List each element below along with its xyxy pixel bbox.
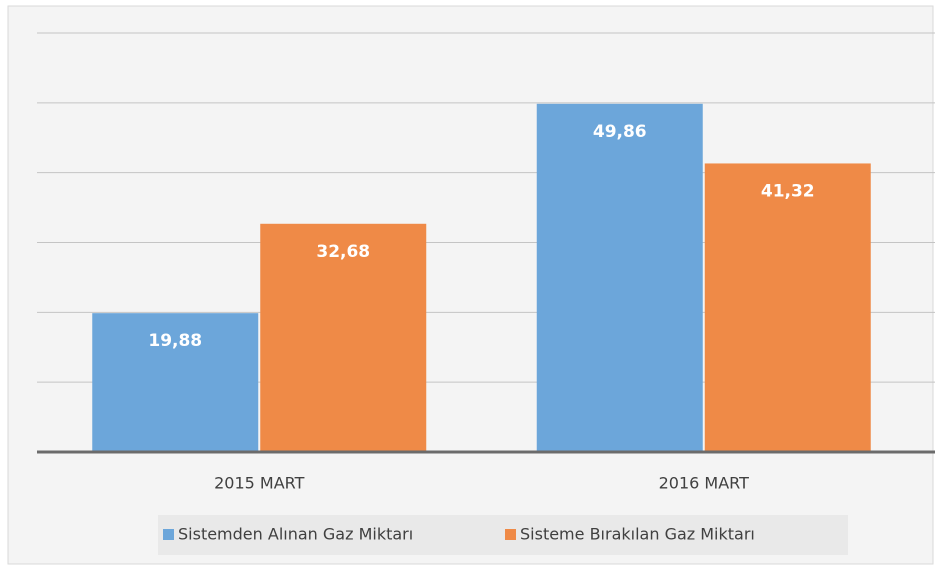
x-tick-label: 2015 MART xyxy=(214,474,305,493)
data-label: 32,68 xyxy=(316,242,370,262)
bar xyxy=(536,103,703,452)
bar xyxy=(704,163,871,452)
legend-swatch xyxy=(163,529,174,540)
legend-label: Sisteme Bırakılan Gaz Miktarı xyxy=(520,525,755,544)
bar xyxy=(260,223,427,452)
legend-swatch xyxy=(505,529,516,540)
data-label: 49,86 xyxy=(593,122,647,142)
legend-label: Sistemden Alınan Gaz Miktarı xyxy=(178,525,413,544)
bar xyxy=(92,313,259,452)
legend-box xyxy=(158,515,848,555)
data-label: 41,32 xyxy=(761,181,815,201)
data-label: 19,88 xyxy=(148,331,202,351)
x-tick-label: 2016 MART xyxy=(659,474,750,493)
